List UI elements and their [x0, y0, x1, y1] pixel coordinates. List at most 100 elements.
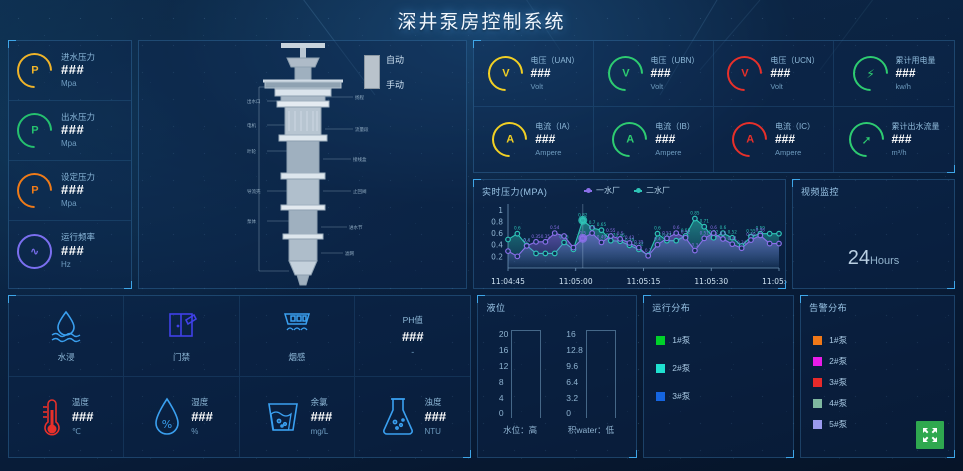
axis-tick: 3.2: [566, 392, 579, 403]
legend-label: 2#泵: [672, 363, 691, 373]
wq-cell-door-access[interactable]: 门禁: [124, 296, 240, 377]
legend-item[interactable]: 4#泵: [813, 397, 847, 409]
svg-text:泵体: 泵体: [247, 218, 256, 225]
metric-row[interactable]: ∿ 运行频率 ### Hz: [9, 221, 131, 281]
wq-unit: ℃: [71, 426, 81, 436]
voltage-gauge-icon: V: [720, 48, 770, 98]
svg-text:0.34: 0.34: [737, 240, 747, 245]
level-column-right[interactable]: 16 12.8 9.6 6.4 3.2 0 积water：低: [566, 330, 616, 436]
svg-text:0.4: 0.4: [654, 237, 661, 242]
legend-item[interactable]: 5#泵: [813, 418, 847, 430]
wq-unit: mg/L: [310, 426, 329, 436]
wq-value: ###: [191, 409, 213, 425]
wq-cell-residual-chlorine[interactable]: 余氯 ### mg/L: [240, 376, 356, 457]
metric-value: ###: [530, 66, 551, 81]
legend-item[interactable]: 1#泵: [813, 334, 847, 346]
wq-cell-ph[interactable]: PH值 ### -: [355, 296, 471, 377]
process-metrics-panel: P 进水压力 ### Mpa P 出水压力 ### Mpa: [8, 40, 132, 289]
fullscreen-expand-icon[interactable]: [915, 421, 944, 449]
wq-cell-smoke-detector[interactable]: 烟感: [239, 296, 356, 377]
gauge-glyph: P: [30, 64, 39, 77]
legend-swatch: [813, 335, 823, 345]
run-distribution-panel: 运行分布 1#泵 2#泵 3#泵: [643, 295, 795, 458]
metric-value: ###: [770, 66, 791, 81]
svg-text:叶轮: 叶轮: [247, 148, 256, 155]
energy-bolt-icon: ⚡: [845, 48, 895, 98]
wq-cell-temperature[interactable]: 温度 ### ℃: [9, 376, 125, 457]
axis-tick: 0: [498, 408, 504, 419]
video-monitor-panel[interactable]: 视频监控 24Hours: [792, 179, 955, 289]
legend-item[interactable]: 一水厂: [584, 185, 620, 196]
voltage-gauge-icon: V: [600, 48, 650, 98]
svg-text:导流壳: 导流壳: [247, 188, 261, 195]
electrical-cell[interactable]: V 电压（UAN） ### Volt: [474, 41, 594, 107]
legend-item[interactable]: 2#泵: [656, 362, 690, 374]
electrical-cell[interactable]: A 电流（IC） ### Ampere: [714, 106, 834, 172]
electrical-cell[interactable]: A 电流（IA） ### Ampere: [474, 106, 594, 172]
pressure-line-chart[interactable]: 0.2 0.4 0.6 0.8 1 11:04:45 11:05:00 11:05:15 11:…: [474, 180, 787, 290]
panel-title: 视频监控: [801, 187, 840, 197]
svg-text:0.39: 0.39: [625, 237, 635, 242]
svg-text:0.6: 0.6: [514, 226, 521, 231]
panel-title: 液位: [486, 303, 506, 313]
wq-label: 温度: [71, 397, 89, 408]
metric-label: 累计用电量: [895, 55, 936, 65]
expand-arrows-icon: [922, 428, 937, 442]
current-gauge-icon: A: [604, 114, 655, 164]
metric-row[interactable]: P 设定压力 ### Mpa: [9, 161, 131, 221]
mode-auto-label[interactable]: 自动: [385, 55, 404, 65]
svg-text:0.6: 0.6: [673, 225, 680, 230]
svg-text:0.35: 0.35: [541, 234, 551, 239]
legend-item[interactable]: 2#泵: [813, 355, 847, 367]
mode-manual-label[interactable]: 手动: [385, 80, 404, 90]
metric-unit: Ampere: [775, 147, 802, 157]
svg-text:0.55: 0.55: [746, 229, 756, 234]
electrical-cell[interactable]: ⚡ 累计用电量 ### kw/h: [834, 41, 954, 107]
metric-row[interactable]: P 进水压力 ### Mpa: [9, 41, 131, 101]
electrical-cell[interactable]: ➚ 累计出水流量 ### m³/h: [834, 107, 954, 173]
metric-unit: Mpa: [61, 139, 77, 149]
svg-text:0.48: 0.48: [746, 232, 756, 237]
dashboard-body: P 进水压力 ### Mpa P 出水压力 ### Mpa: [0, 40, 963, 464]
level-column-left[interactable]: 20 16 12 8 4 0 水位：高: [498, 329, 542, 436]
electrical-cell[interactable]: A 电流（IB） ### Ampere: [594, 106, 714, 172]
electrical-cell[interactable]: V 电压（UCN） ### Volt: [714, 41, 834, 107]
svg-text:0.5: 0.5: [579, 230, 586, 235]
wq-value: ###: [310, 409, 333, 425]
svg-text:0.32: 0.32: [634, 241, 644, 246]
mode-indicator[interactable]: 自动 手动: [363, 53, 404, 91]
svg-text:0.51: 0.51: [700, 230, 710, 235]
metric-row[interactable]: P 出水压力 ### Mpa: [9, 101, 131, 161]
svg-text:0.6: 0.6: [491, 229, 503, 238]
axis-tick: 6.4: [566, 376, 579, 387]
wq-unit: %: [191, 426, 199, 436]
svg-text:0.54: 0.54: [550, 225, 560, 230]
wq-cell-water-immersion[interactable]: 水浸: [9, 296, 125, 377]
wq-cell-humidity[interactable]: % 湿度 ### %: [124, 376, 240, 457]
legend-swatch: [813, 377, 823, 387]
svg-text:0.6: 0.6: [654, 226, 661, 231]
metric-label: 电流（IC）: [775, 121, 815, 131]
wq-label: PH值: [402, 315, 423, 326]
legend-item[interactable]: 3#泵: [813, 376, 847, 388]
axis-tick: 20: [498, 329, 509, 339]
legend-swatch: [813, 356, 823, 366]
axis-tick: 0: [566, 408, 571, 419]
set-pressure-icon: P: [9, 165, 60, 216]
electrical-cell[interactable]: V 电压（UBN） ### Volt: [594, 41, 714, 107]
current-gauge-icon: A: [484, 114, 535, 164]
flask-icon: [383, 397, 414, 435]
svg-text:0.56: 0.56: [756, 227, 766, 232]
beaker-glass-icon: [267, 402, 298, 431]
wq-cell-turbidity[interactable]: 浊度 ### NTU: [355, 377, 470, 458]
frequency-wave-icon: ∿: [9, 226, 60, 276]
axis-tick: 8: [498, 376, 504, 387]
legend-item[interactable]: 3#泵: [656, 390, 690, 402]
deep-well-pump-diagram: 出水口 电机 叶轮 导流壳 泵体 扬程 流量段 接线盒 止回阀 进水节 滤网: [247, 43, 368, 286]
legend-item[interactable]: 1#泵: [656, 334, 690, 346]
legend-item[interactable]: 二水厂: [634, 185, 670, 196]
svg-text:0.5: 0.5: [617, 231, 624, 236]
gauge-glyph: P: [30, 124, 39, 137]
axis-tick: 9.6: [566, 360, 579, 371]
